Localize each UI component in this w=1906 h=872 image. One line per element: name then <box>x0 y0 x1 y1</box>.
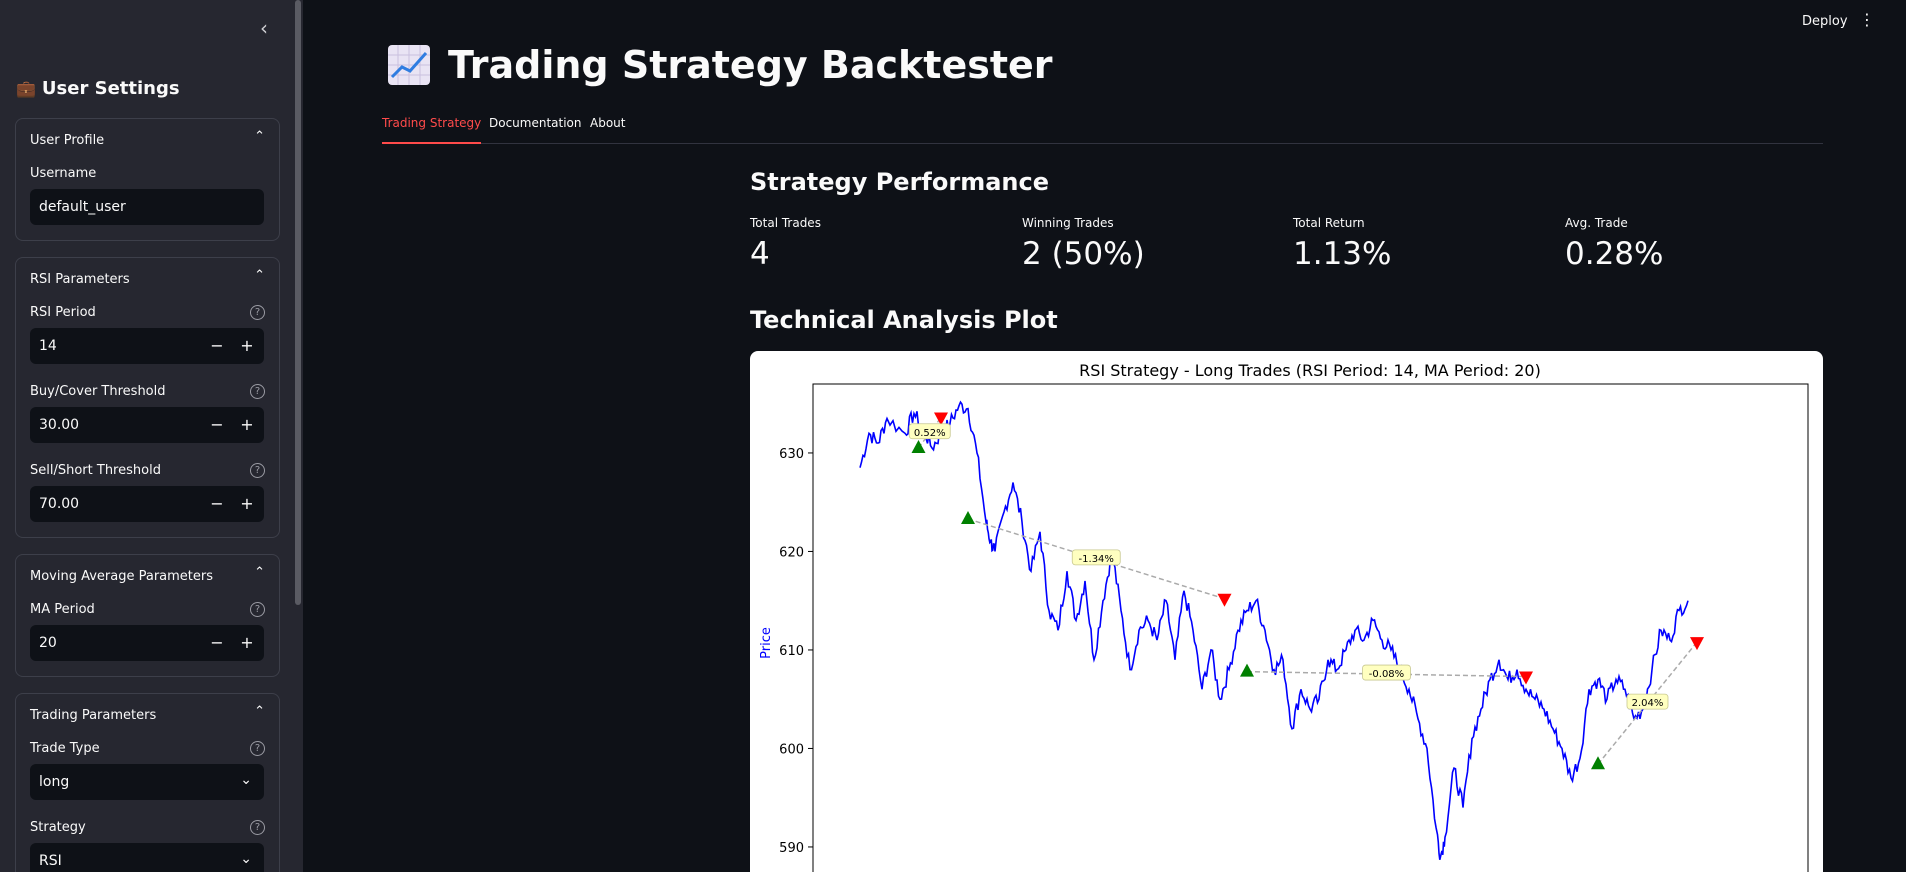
rsi-parameters-section: RSI Parameters ⌃ RSI Period ? 14− + Buy/C… <box>15 257 280 538</box>
help-icon[interactable]: ? <box>250 305 265 320</box>
y-tick-label: 600 <box>779 742 804 757</box>
help-icon[interactable]: ? <box>250 741 265 756</box>
plot-frame <box>812 383 1809 872</box>
sell-marker <box>934 412 948 426</box>
trade-return-label: -0.08% <box>1369 669 1404 680</box>
username-label: Username <box>30 166 97 181</box>
y-tick-label: 610 <box>779 644 804 659</box>
chevron-down-icon: ⌄ <box>240 772 252 788</box>
ma-period-label: MA Period <box>30 602 95 617</box>
rsi-period-stepper[interactable]: 14− + <box>30 328 264 364</box>
y-tick-label: 630 <box>779 447 804 462</box>
tab-bar: Trading Strategy Documentation About <box>382 116 1823 144</box>
metric-total-trades: Total Trades 4 <box>750 216 821 272</box>
help-icon[interactable]: ? <box>250 384 265 399</box>
metric-winning-trades: Winning Trades 2 (50%) <box>1022 216 1145 272</box>
buy-marker <box>911 440 926 454</box>
buy-threshold-label: Buy/Cover Threshold <box>30 384 166 399</box>
sell-marker <box>1217 593 1232 607</box>
y-axis-label: Price <box>759 627 774 659</box>
increment-button[interactable]: + <box>240 336 254 355</box>
chart-increasing-icon <box>388 45 430 85</box>
ma-period-stepper[interactable]: 20− + <box>30 625 264 661</box>
sell-threshold-stepper[interactable]: 70.00− + <box>30 486 264 522</box>
y-tick-label: 590 <box>779 841 804 856</box>
sidebar: ‹ 💼 User Settings User Profile ⌃ Username… <box>0 0 303 872</box>
section-header[interactable]: Moving Average Parameters <box>30 569 214 584</box>
strategy-select[interactable]: RSI ⌄ <box>30 843 264 872</box>
page-title: Trading Strategy Backtester <box>388 40 1053 90</box>
chart-title: RSI Strategy - Long Trades (RSI Period: … <box>1079 361 1541 380</box>
tab-trading-strategy[interactable]: Trading Strategy <box>382 116 482 144</box>
sell-marker <box>1690 637 1704 651</box>
username-input[interactable]: default_user <box>30 189 264 225</box>
metric-total-return: Total Return 1.13% <box>1293 216 1392 272</box>
main-content: Deploy ⋮ Trading Strategy Backtester Tra… <box>303 0 1906 872</box>
technical-analysis-heading: Technical Analysis Plot <box>750 306 1058 334</box>
trade-return-label: 2.04% <box>1632 698 1664 709</box>
trade-label-box <box>1626 693 1669 710</box>
buy-threshold-stepper[interactable]: 30.00− + <box>30 407 264 443</box>
trade-line <box>1597 641 1698 765</box>
increment-button[interactable]: + <box>240 415 254 434</box>
trade-return-label: 0.52% <box>914 428 946 439</box>
buy-marker <box>961 510 975 524</box>
help-icon[interactable]: ? <box>250 820 265 835</box>
rsi-period-label: RSI Period <box>30 305 96 320</box>
trade-type-label: Trade Type <box>30 741 100 756</box>
price-series-line <box>859 400 1689 860</box>
section-header[interactable]: User Profile <box>30 133 105 148</box>
decrement-button[interactable]: − <box>210 494 224 513</box>
trade-type-select[interactable]: long ⌄ <box>30 764 264 800</box>
increment-button[interactable]: + <box>240 494 254 513</box>
help-icon[interactable]: ? <box>250 463 265 478</box>
chevron-up-icon[interactable]: ⌃ <box>254 565 265 580</box>
chevron-down-icon: ⌄ <box>240 851 252 867</box>
help-icon[interactable]: ? <box>250 602 265 617</box>
chevron-up-icon[interactable]: ⌃ <box>254 704 265 719</box>
sidebar-title: 💼 User Settings <box>16 78 180 99</box>
technical-analysis-plot: RSI Strategy - Long Trades (RSI Period: … <box>750 351 1823 872</box>
collapse-sidebar-icon[interactable]: ‹ <box>260 16 268 40</box>
strategy-performance-heading: Strategy Performance <box>750 168 1049 196</box>
section-header[interactable]: Trading Parameters <box>30 708 157 723</box>
more-options-icon[interactable]: ⋮ <box>1859 10 1875 29</box>
section-header[interactable]: RSI Parameters <box>30 272 130 287</box>
decrement-button[interactable]: − <box>210 633 224 652</box>
user-profile-section: User Profile ⌃ Username default_user <box>15 118 280 241</box>
buy-marker <box>1591 756 1605 770</box>
increment-button[interactable]: + <box>240 633 254 652</box>
chevron-up-icon[interactable]: ⌃ <box>254 129 265 144</box>
decrement-button[interactable]: − <box>210 336 224 355</box>
moving-average-section: Moving Average Parameters ⌃ MA Period ? … <box>15 554 280 677</box>
sell-threshold-label: Sell/Short Threshold <box>30 463 161 478</box>
buy-marker <box>1240 663 1254 677</box>
decrement-button[interactable]: − <box>210 415 224 434</box>
price-chart: RSI Strategy - Long Trades (RSI Period: … <box>759 361 1809 872</box>
trade-line <box>967 518 1225 600</box>
trade-return-label: -1.34% <box>1079 554 1114 565</box>
trade-label-box <box>908 423 951 440</box>
chevron-up-icon[interactable]: ⌃ <box>254 268 265 283</box>
sidebar-scrollbar[interactable] <box>295 0 301 605</box>
deploy-button[interactable]: Deploy <box>1802 14 1848 29</box>
tab-about[interactable]: About <box>590 116 626 130</box>
y-tick-label: 620 <box>779 545 804 560</box>
strategy-label: Strategy <box>30 820 86 835</box>
trade-label-box <box>1362 664 1411 681</box>
metric-avg-trade: Avg. Trade 0.28% <box>1565 216 1664 272</box>
sell-marker <box>1519 671 1533 685</box>
trade-label-box <box>1071 549 1121 566</box>
trading-parameters-section: Trading Parameters ⌃ Trade Type ? long ⌄ … <box>15 693 280 872</box>
tab-documentation[interactable]: Documentation <box>489 116 582 130</box>
briefcase-icon: 💼 <box>16 79 36 98</box>
